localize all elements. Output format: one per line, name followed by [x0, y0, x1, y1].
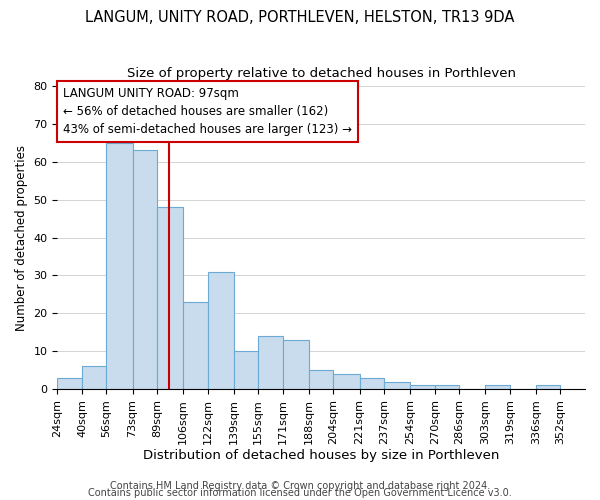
Bar	[234, 352, 259, 389]
Bar	[536, 386, 560, 389]
Bar	[157, 207, 183, 389]
Bar	[283, 340, 309, 389]
Y-axis label: Number of detached properties: Number of detached properties	[15, 144, 28, 330]
Text: Contains public sector information licensed under the Open Government Licence v3: Contains public sector information licen…	[88, 488, 512, 498]
Bar	[485, 386, 510, 389]
Bar	[309, 370, 334, 389]
Text: LANGUM UNITY ROAD: 97sqm
← 56% of detached houses are smaller (162)
43% of semi-: LANGUM UNITY ROAD: 97sqm ← 56% of detach…	[62, 88, 352, 136]
Bar	[58, 378, 82, 389]
Bar	[359, 378, 384, 389]
Bar	[133, 150, 157, 389]
Bar	[434, 386, 459, 389]
Bar	[259, 336, 283, 389]
Bar	[208, 272, 234, 389]
Bar	[183, 302, 208, 389]
Bar	[384, 382, 410, 389]
Text: LANGUM, UNITY ROAD, PORTHLEVEN, HELSTON, TR13 9DA: LANGUM, UNITY ROAD, PORTHLEVEN, HELSTON,…	[85, 10, 515, 25]
Bar	[334, 374, 359, 389]
Bar	[106, 142, 133, 389]
Bar	[82, 366, 106, 389]
Bar	[410, 386, 434, 389]
X-axis label: Distribution of detached houses by size in Porthleven: Distribution of detached houses by size …	[143, 450, 499, 462]
Text: Contains HM Land Registry data © Crown copyright and database right 2024.: Contains HM Land Registry data © Crown c…	[110, 481, 490, 491]
Title: Size of property relative to detached houses in Porthleven: Size of property relative to detached ho…	[127, 68, 516, 80]
